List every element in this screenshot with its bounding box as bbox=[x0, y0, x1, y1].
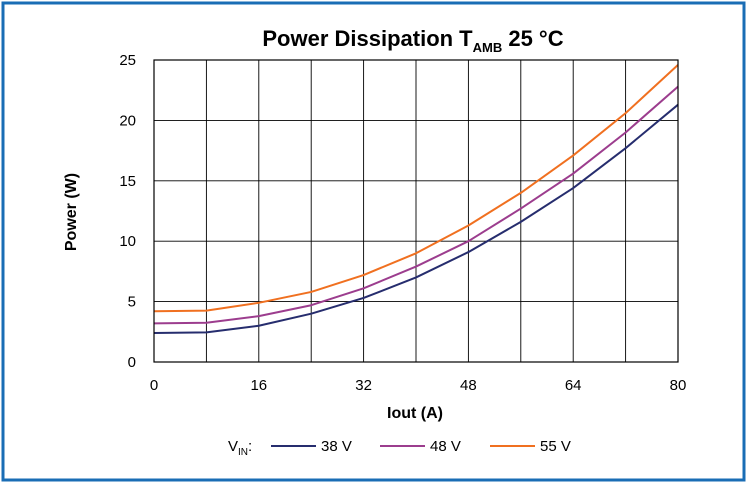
legend: VIN: 38 V 48 V 55 V bbox=[228, 438, 571, 458]
chart-title-subscript: AMB bbox=[473, 40, 503, 55]
legend-label-suffix: : bbox=[248, 438, 252, 455]
series-line-38v bbox=[153, 103, 679, 335]
x-tick-label: 80 bbox=[670, 377, 687, 394]
x-tick-labels: 0 16 32 48 64 80 bbox=[150, 377, 687, 394]
legend-label-prefix: V bbox=[228, 438, 238, 455]
grid bbox=[154, 60, 678, 362]
chart-title: Power Dissipation TAMB 25 °C bbox=[262, 26, 563, 55]
y-tick-label: 25 bbox=[119, 52, 136, 69]
y-tick-labels: 0 5 10 15 20 25 bbox=[119, 52, 136, 371]
legend-entry-label: 38 V bbox=[321, 438, 352, 455]
x-tick-label: 16 bbox=[250, 377, 267, 394]
chart-title-suffix: 25 °C bbox=[502, 26, 563, 51]
legend-entry-label: 48 V bbox=[430, 438, 461, 455]
series-lines bbox=[153, 64, 679, 335]
y-tick-label: 15 bbox=[119, 173, 136, 190]
y-tick-label: 0 bbox=[128, 354, 136, 371]
y-axis-title: Power (W) bbox=[63, 173, 80, 251]
plot-area-border bbox=[153, 59, 679, 363]
series-line-55v bbox=[153, 64, 679, 313]
x-axis-title: Iout (A) bbox=[387, 405, 443, 422]
x-tick-label: 32 bbox=[355, 377, 372, 394]
series-line-48v bbox=[153, 85, 679, 325]
chart-title-prefix: Power Dissipation T bbox=[262, 26, 473, 51]
y-tick-label: 20 bbox=[119, 112, 136, 129]
x-tick-label: 64 bbox=[565, 377, 582, 394]
legend-entry-label: 55 V bbox=[540, 438, 571, 455]
x-tick-label: 0 bbox=[150, 377, 158, 394]
legend-label: VIN: bbox=[228, 438, 252, 458]
y-tick-label: 10 bbox=[119, 233, 136, 250]
x-tick-label: 48 bbox=[460, 377, 477, 394]
legend-label-subscript: IN bbox=[238, 447, 248, 458]
y-tick-label: 5 bbox=[128, 294, 136, 311]
